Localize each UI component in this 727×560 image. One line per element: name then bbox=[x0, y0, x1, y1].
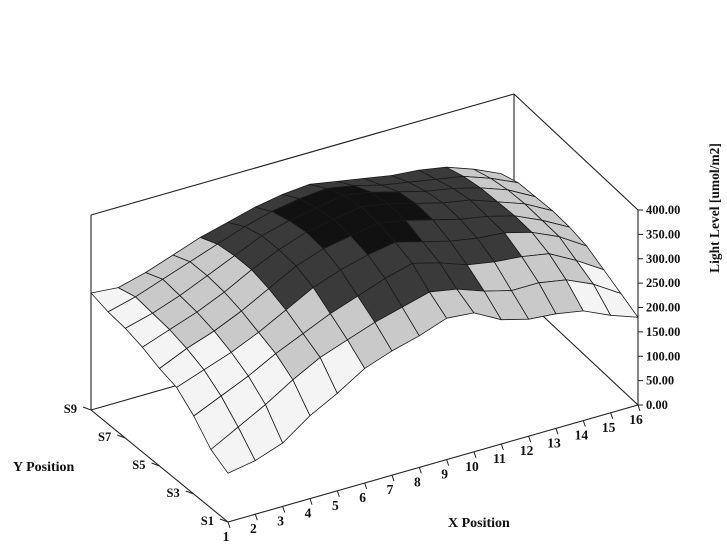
x-tick-mark bbox=[282, 506, 286, 513]
x-tick-mark bbox=[582, 420, 586, 427]
x-tick-label: 3 bbox=[277, 513, 284, 528]
x-tick-label: 4 bbox=[305, 506, 312, 521]
z-axis-title: Light Level [umol/m2] bbox=[707, 143, 722, 273]
x-tick-label: 1 bbox=[223, 529, 230, 544]
x-tick-label: 13 bbox=[547, 435, 561, 450]
y-tick-label: S7 bbox=[98, 430, 111, 444]
x-tick-mark bbox=[254, 514, 258, 521]
x-tick-label: 7 bbox=[387, 482, 394, 497]
x-tick-label: 6 bbox=[359, 490, 366, 505]
x-tick-label: 12 bbox=[520, 443, 534, 458]
x-tick-mark bbox=[473, 451, 477, 458]
x-tick-label: 14 bbox=[575, 428, 589, 443]
tick-layer: 400.00350.00300.00250.00200.00150.00100.… bbox=[64, 203, 681, 544]
z-tick-label: 400.00 bbox=[646, 203, 680, 217]
surface-layer bbox=[90, 166, 639, 474]
x-tick-label: 11 bbox=[493, 451, 506, 466]
right-top-edge bbox=[513, 93, 639, 211]
z-tick-label: 100.00 bbox=[646, 349, 680, 363]
y-tick-label: S5 bbox=[132, 458, 145, 472]
x-tick-mark bbox=[336, 490, 340, 497]
x-tick-label: 15 bbox=[602, 420, 616, 435]
y-tick-mark bbox=[185, 490, 194, 495]
x-tick-mark bbox=[418, 467, 422, 474]
z-tick-label: 50.00 bbox=[646, 374, 674, 388]
back-top-edge bbox=[90, 93, 515, 216]
y-tick-mark bbox=[117, 434, 126, 439]
z-tick-label: 250.00 bbox=[646, 276, 680, 290]
z-tick-label: 350.00 bbox=[646, 227, 680, 241]
surface-cell bbox=[593, 283, 639, 318]
x-tick-mark bbox=[610, 412, 614, 419]
z-tick-label: 200.00 bbox=[646, 301, 680, 315]
y-tick-label: S3 bbox=[167, 486, 180, 500]
y-tick-mark bbox=[82, 406, 92, 411]
x-tick-label: 9 bbox=[441, 467, 448, 482]
x-tick-mark bbox=[446, 459, 450, 466]
x-tick-mark bbox=[528, 436, 532, 443]
x-tick-mark bbox=[364, 482, 368, 490]
x-tick-label: 16 bbox=[629, 412, 643, 427]
x-tick-label: 10 bbox=[465, 459, 479, 474]
x-tick-label: 2 bbox=[250, 521, 257, 536]
y-tick-mark bbox=[151, 462, 160, 467]
y-tick-label: S9 bbox=[64, 402, 77, 416]
x-tick-mark bbox=[391, 475, 395, 482]
floor-front-edge bbox=[227, 404, 639, 523]
x-tick-mark bbox=[309, 498, 313, 505]
x-tick-mark bbox=[500, 443, 504, 451]
y-axis-title: Y Position bbox=[13, 460, 75, 475]
x-tick-label: 8 bbox=[414, 474, 421, 489]
y-tick-mark bbox=[219, 518, 229, 523]
y-tick-label: S1 bbox=[201, 514, 214, 528]
z-tick-label: 0.00 bbox=[646, 398, 668, 412]
x-tick-mark bbox=[637, 404, 641, 412]
x-tick-mark bbox=[227, 521, 231, 529]
z-tick-label: 300.00 bbox=[646, 252, 680, 266]
x-axis-title: X Position bbox=[448, 516, 510, 531]
x-tick-label: 5 bbox=[332, 498, 339, 513]
z-tick-label: 150.00 bbox=[646, 325, 680, 339]
x-tick-mark bbox=[555, 428, 559, 435]
